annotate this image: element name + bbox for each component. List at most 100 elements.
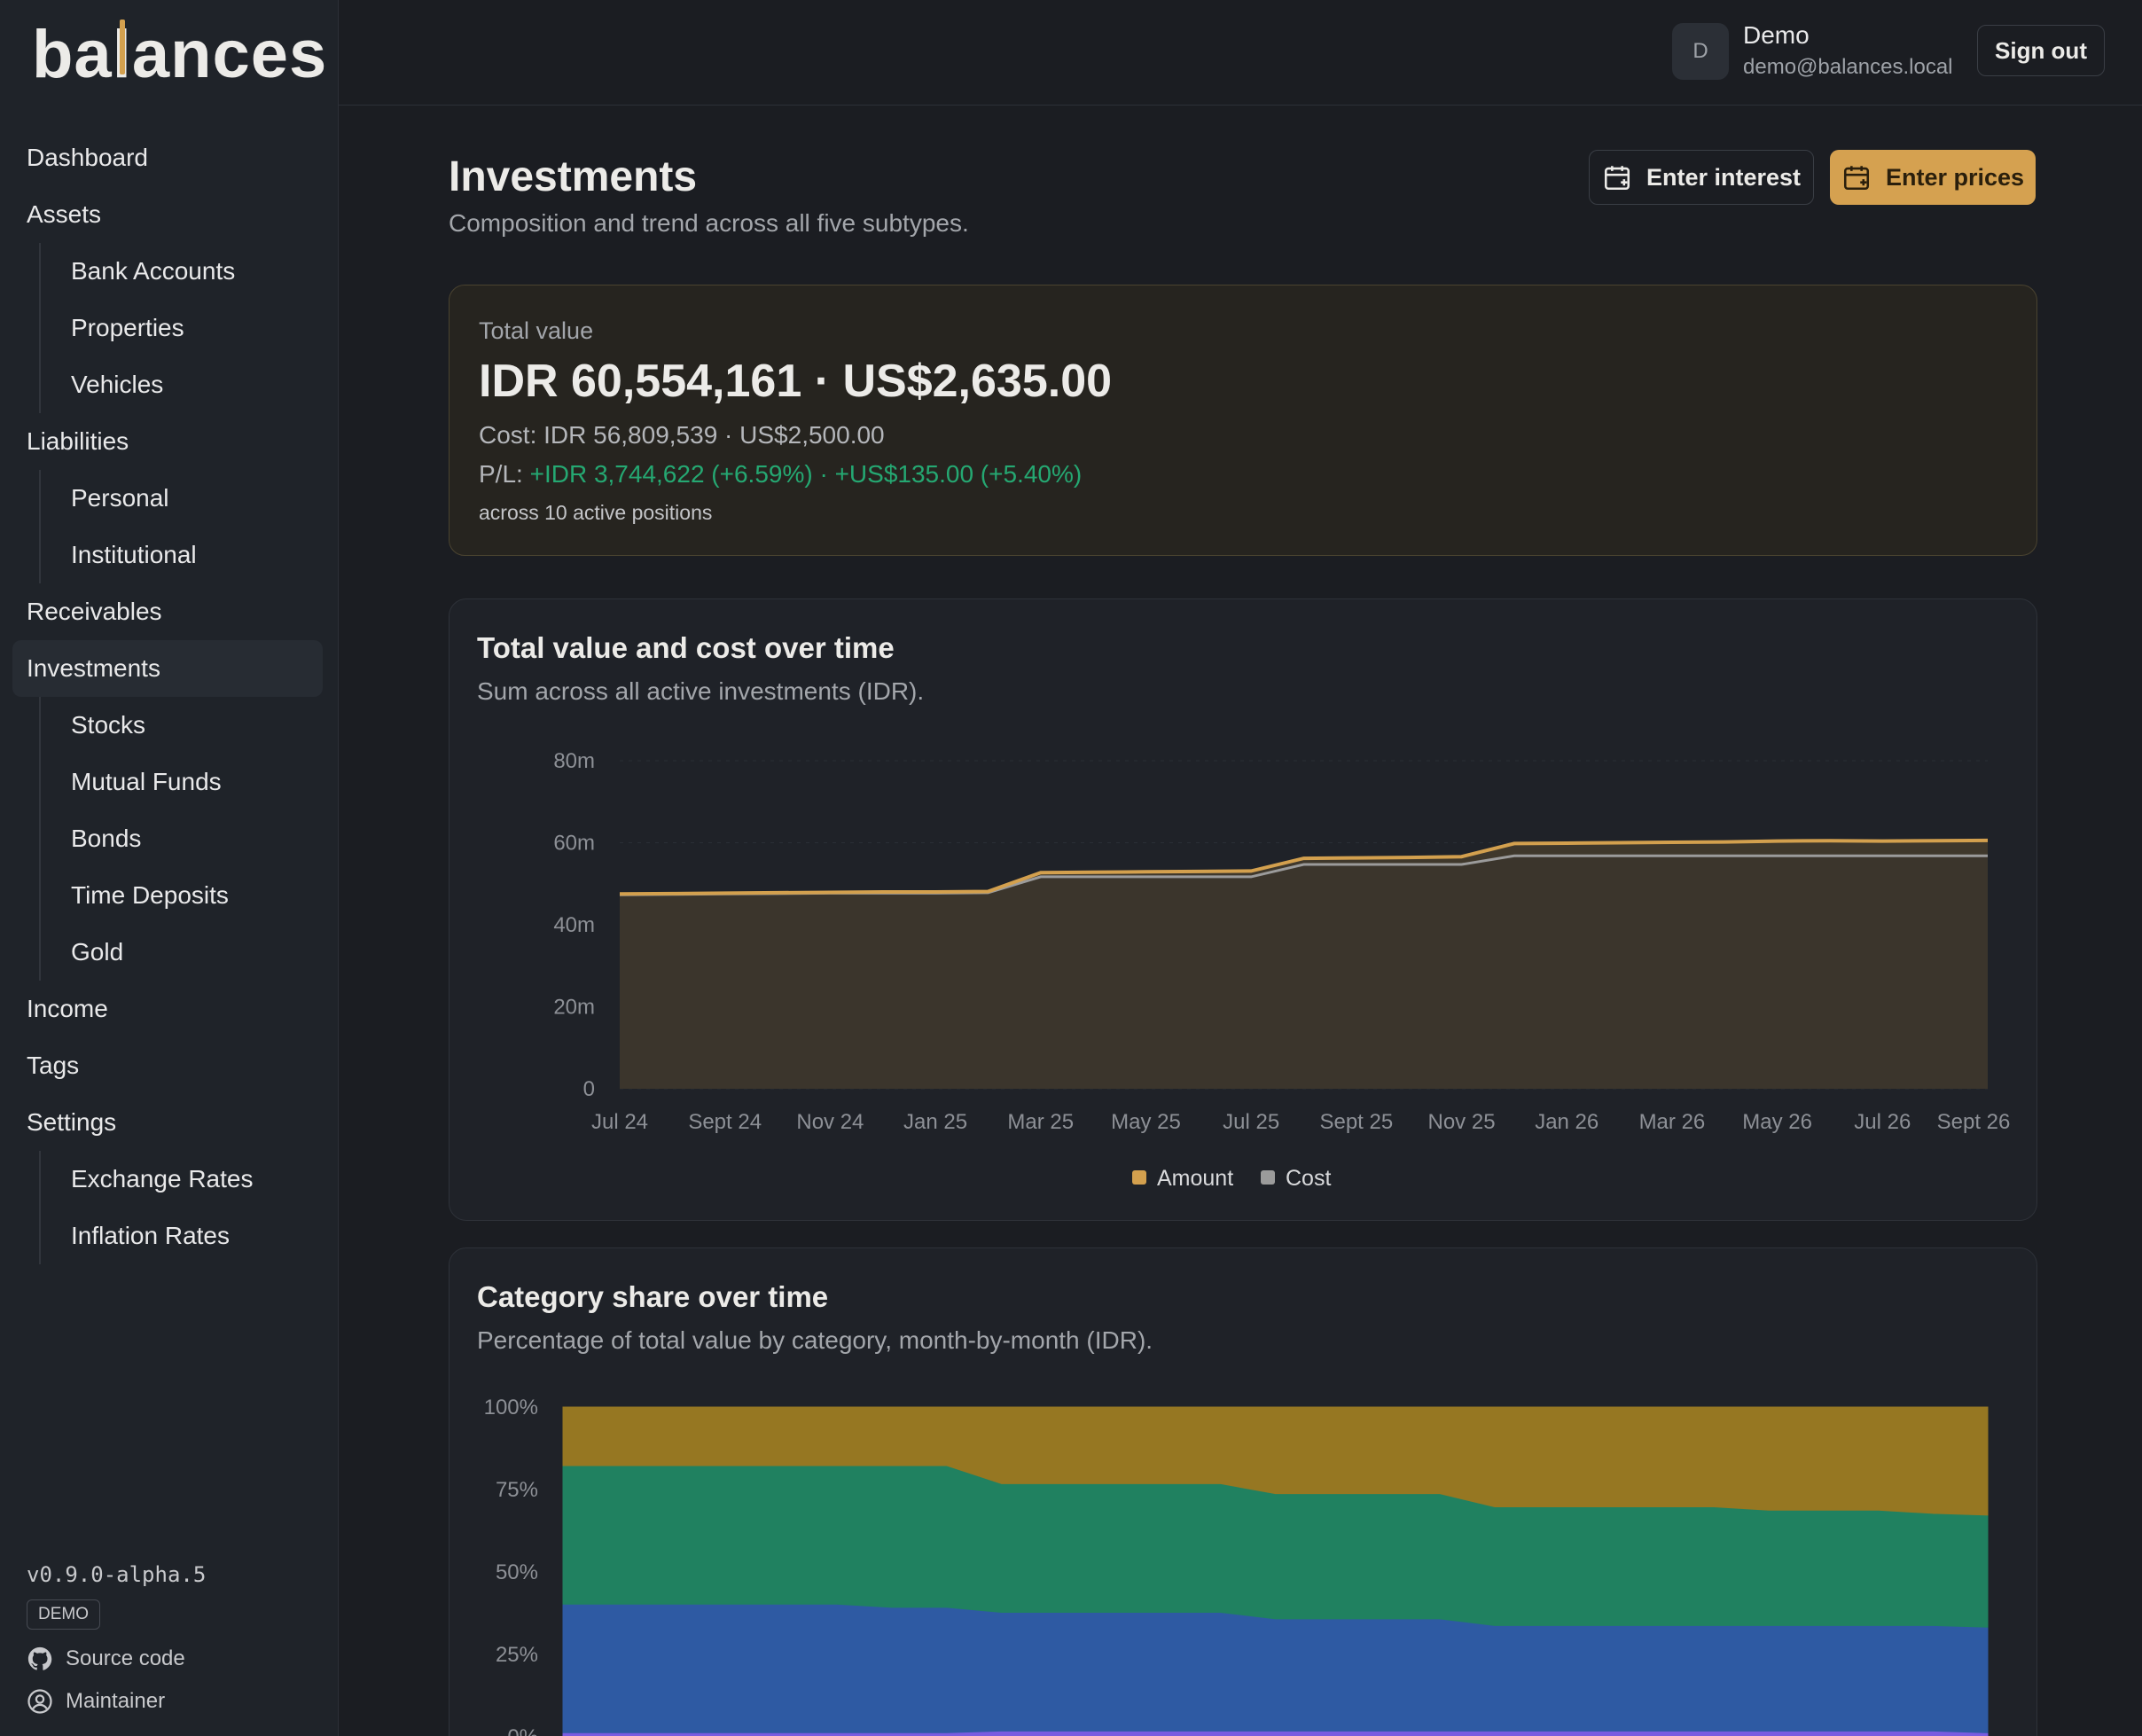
- sidebar-item-label: Tags: [27, 1052, 80, 1079]
- sidebar-item-label: Investments: [27, 654, 160, 682]
- sidebar-item-label: Institutional: [71, 541, 197, 568]
- source-code-link[interactable]: Source code: [27, 1646, 319, 1672]
- x-tick-label: Sept 26: [1937, 1110, 2011, 1134]
- enter-prices-button[interactable]: Enter prices: [1830, 150, 2036, 205]
- enter-interest-button[interactable]: Enter interest: [1589, 150, 1814, 205]
- sidebar-item-label: Bank Accounts: [71, 257, 236, 285]
- sidebar-item-receivables[interactable]: Receivables: [0, 583, 339, 640]
- sidebar-item-label: Stocks: [71, 711, 146, 739]
- y-tick-label: 75%: [496, 1478, 538, 1502]
- sidebar-item-personal[interactable]: Personal: [0, 470, 339, 527]
- y-tick-label: 40m: [553, 913, 595, 937]
- sidebar-item-label: Liabilities: [27, 427, 129, 455]
- sidebar-item-label: Properties: [71, 314, 184, 341]
- total-value-amount: IDR 60,554,161 · US$2,635.00: [479, 356, 1113, 407]
- sidebar-item-time-deposits[interactable]: Time Deposits: [0, 867, 339, 924]
- y-tick-label: 25%: [496, 1643, 538, 1667]
- sidebar-item-properties[interactable]: Properties: [0, 300, 339, 356]
- sidebar-item-dashboard[interactable]: Dashboard: [0, 129, 339, 186]
- category-share-chart: 0% 25% 50% 75% 100%: [484, 1396, 1989, 1736]
- x-tick-label: Jul 24: [591, 1110, 648, 1134]
- y-tick-label: 50%: [496, 1560, 538, 1584]
- logo-text-start: ba: [32, 17, 113, 92]
- sidebar-item-vehicles[interactable]: Vehicles: [0, 356, 339, 413]
- category-share-area: [562, 1731, 1989, 1736]
- sidebar-item-bonds[interactable]: Bonds: [0, 810, 339, 867]
- user-email: demo@balances.local: [1743, 55, 1953, 79]
- legend-label[interactable]: Amount: [1157, 1166, 1233, 1191]
- sidebar-item-tags[interactable]: Tags: [0, 1037, 339, 1094]
- legend-swatch: [1261, 1170, 1275, 1185]
- sidebar-item-assets[interactable]: Assets: [0, 186, 339, 243]
- x-tick-label: Nov 24: [796, 1110, 864, 1134]
- profit-loss-label: P/L:: [479, 460, 530, 488]
- calendar-plus-icon: [1604, 166, 1630, 191]
- x-tick-label: Sept 24: [688, 1110, 762, 1134]
- sidebar-item-label: Income: [27, 995, 108, 1022]
- maintainer-label: Maintainer: [66, 1689, 166, 1713]
- sidebar-item-label: Vehicles: [71, 371, 164, 398]
- page-subtitle: Composition and trend across all five su…: [449, 209, 969, 237]
- sidebar-item-income[interactable]: Income: [0, 981, 339, 1037]
- sidebar-nav: Dashboard Assets Bank Accounts Properties Ve…: [0, 129, 339, 1264]
- sidebar-item-label: Assets: [27, 200, 102, 228]
- sidebar-item-gold[interactable]: Gold: [0, 924, 339, 981]
- logo-text-end: ances: [131, 17, 328, 92]
- x-tick-label: Jul 25: [1223, 1110, 1279, 1134]
- legend-swatch: [1132, 1170, 1146, 1185]
- x-tick-label: Nov 25: [1428, 1110, 1496, 1134]
- sidebar: balances Dashboard Assets Bank Accounts Pro…: [0, 0, 339, 1736]
- x-tick-label: Jul 26: [1854, 1110, 1911, 1134]
- sidebar-item-label: Mutual Funds: [71, 768, 222, 795]
- legend-label[interactable]: Cost: [1286, 1166, 1331, 1191]
- page-title: Investments: [449, 153, 698, 200]
- amount-series-line: [619, 838, 1989, 896]
- avatar[interactable]: D: [1672, 23, 1729, 80]
- sign-out-button[interactable]: Sign out: [1977, 25, 2105, 76]
- cost-area: [620, 856, 1988, 1089]
- sidebar-item-label: Settings: [27, 1108, 117, 1136]
- y-tick-label: 0: [583, 1077, 595, 1101]
- sidebar-item-mutual-funds[interactable]: Mutual Funds: [0, 754, 339, 810]
- total-value-label: Total value: [479, 317, 594, 344]
- maintainer-link[interactable]: Maintainer: [27, 1688, 319, 1715]
- user-name: Demo: [1743, 21, 1810, 49]
- total-cost: Cost: IDR 56,809,539 · US$2,500.00: [479, 421, 885, 449]
- app-version: v0.9.0-alpha.5: [27, 1562, 207, 1587]
- sidebar-item-stocks[interactable]: Stocks: [0, 697, 339, 754]
- x-tick-label: May 26: [1742, 1110, 1812, 1134]
- app-logo[interactable]: balances: [32, 20, 327, 89]
- y-tick-label: 80m: [553, 749, 595, 773]
- sidebar-item-label: Receivables: [27, 598, 162, 625]
- sidebar-item-exchange-rates[interactable]: Exchange Rates: [0, 1151, 339, 1208]
- sidebar-item-institutional[interactable]: Institutional: [0, 527, 339, 583]
- sidebar-item-settings[interactable]: Settings: [0, 1094, 339, 1151]
- y-tick-label: 100%: [484, 1396, 538, 1419]
- sidebar-item-investments[interactable]: Investments: [0, 640, 339, 697]
- total-value-summary: Total value IDR 60,554,161 · US$2,635.00…: [449, 285, 2037, 556]
- source-code-label: Source code: [66, 1646, 185, 1670]
- user-circle-icon: [27, 1689, 52, 1714]
- x-tick-label: Sept 25: [1319, 1110, 1393, 1134]
- value-cost-chart-card: Total value and cost over time Sum acros…: [449, 598, 2037, 1221]
- sidebar-item-label: Inflation Rates: [71, 1222, 230, 1249]
- profit-loss-value: +IDR 3,744,622 (+6.59%) · +US$135.00 (+5…: [529, 460, 1083, 488]
- sidebar-item-label: Bonds: [71, 825, 142, 852]
- top-header: D Demo demo@balances.local Sign out: [339, 0, 2142, 106]
- active-positions-count: across 10 active positions: [479, 501, 713, 524]
- chart-title: Category share over time: [477, 1280, 829, 1313]
- chart-title: Total value and cost over time: [477, 631, 895, 664]
- sidebar-item-label: Time Deposits: [71, 881, 229, 909]
- value-cost-chart: 0 20m 40m 60m 80m Jul 24 Sept 24 Nov 24 Jan 25 Ma…: [553, 749, 2011, 1191]
- y-tick-label: 60m: [553, 832, 595, 856]
- sidebar-item-liabilities[interactable]: Liabilities: [0, 413, 339, 470]
- y-tick-label: 0%: [507, 1725, 538, 1736]
- profit-loss: P/L: +IDR 3,744,622 (+6.59%) · +US$135.0…: [479, 460, 1082, 489]
- x-tick-label: Jan 26: [1535, 1110, 1599, 1134]
- chart-subtitle: Sum across all active investments (IDR).: [477, 677, 925, 705]
- demo-badge: DEMO: [27, 1599, 100, 1630]
- enter-interest-label: Enter interest: [1646, 163, 1802, 191]
- sidebar-item-inflation-rates[interactable]: Inflation Rates: [0, 1208, 339, 1264]
- sidebar-item-bank-accounts[interactable]: Bank Accounts: [0, 243, 339, 300]
